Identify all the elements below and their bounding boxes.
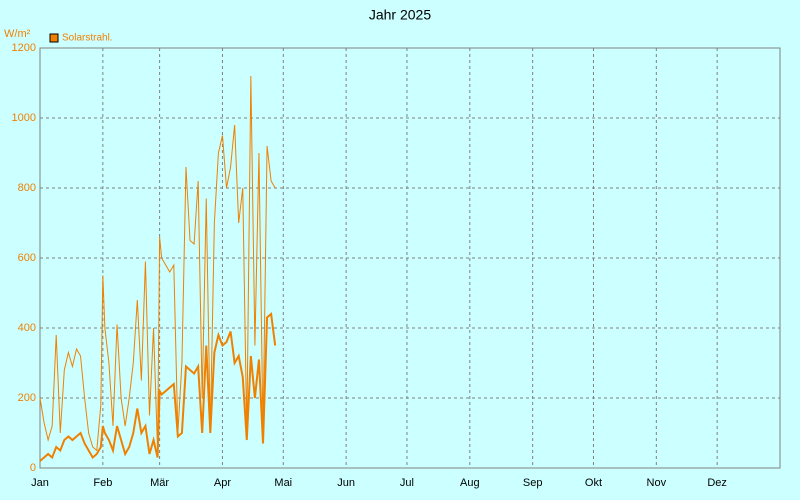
x-tick-label: Okt	[585, 477, 602, 489]
x-tick-label: Jul	[400, 477, 414, 489]
legend-label: Solarstrahl.	[62, 33, 113, 44]
y-tick-label: 800	[18, 182, 36, 194]
x-tick-label: Dez	[707, 477, 727, 489]
x-tick-label: Mai	[274, 477, 292, 489]
x-tick-label: Jan	[31, 477, 49, 489]
y-tick-label: 1000	[12, 112, 36, 124]
y-tick-label: 0	[30, 462, 36, 474]
legend-swatch	[49, 33, 59, 43]
chart-title: Jahr 2025	[369, 7, 431, 23]
series-line	[39, 312, 277, 462]
y-tick-label: 1200	[12, 42, 36, 54]
x-tick-label: Nov	[647, 477, 667, 489]
y-tick-label: 400	[18, 322, 36, 334]
x-tick-label: Feb	[93, 477, 112, 489]
x-tick-label: Apr	[214, 477, 231, 489]
x-tick-label: Aug	[460, 477, 480, 489]
x-tick-label: Sep	[523, 477, 543, 489]
series-line	[39, 75, 276, 452]
x-tick-label: Jun	[337, 477, 355, 489]
y-tick-label: 200	[18, 392, 36, 404]
y-axis-label: W/m²	[4, 28, 31, 40]
x-tick-label: Mär	[150, 477, 169, 489]
y-tick-label: 600	[18, 252, 36, 264]
